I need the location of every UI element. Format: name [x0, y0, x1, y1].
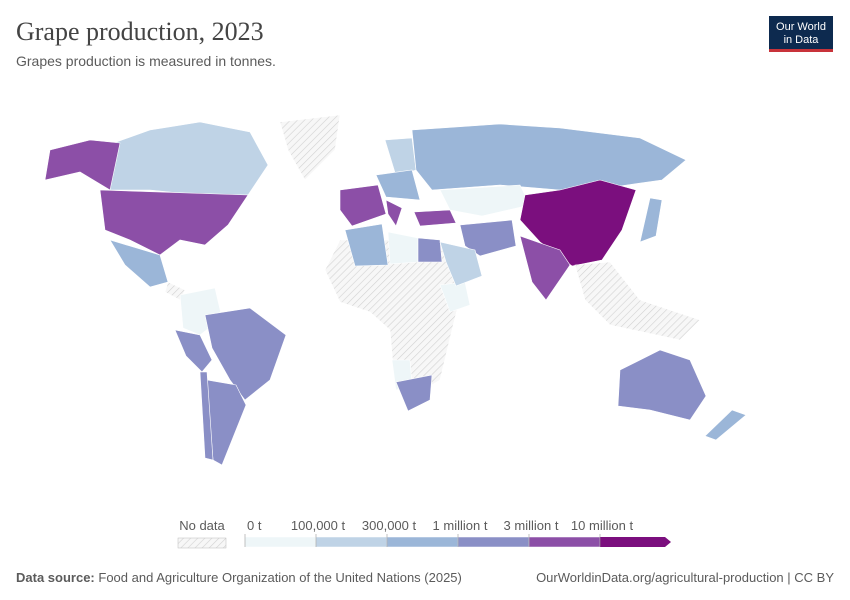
country-no-data[interactable]	[574, 261, 701, 341]
country[interactable]	[395, 374, 433, 412]
legend-swatch	[600, 537, 671, 547]
legend-swatch	[457, 536, 530, 548]
country[interactable]	[411, 123, 687, 191]
country[interactable]	[439, 241, 483, 287]
country[interactable]	[107, 121, 269, 196]
footer-url[interactable]: OurWorldinData.org/agricultural-producti…	[536, 570, 834, 585]
legend-label: 10 million t	[571, 518, 634, 533]
logo-box	[769, 16, 833, 50]
legend-label: No data	[179, 518, 225, 533]
country[interactable]	[109, 239, 169, 288]
country[interactable]	[344, 223, 389, 267]
country[interactable]	[385, 199, 403, 227]
country[interactable]	[704, 409, 747, 441]
legend-label: 1 million t	[433, 518, 488, 533]
logo-text: Our World	[776, 21, 826, 33]
country[interactable]	[519, 179, 637, 267]
country[interactable]	[439, 184, 531, 217]
country[interactable]	[44, 139, 121, 191]
subtitle: Grapes production is measured in tonnes.	[16, 53, 276, 69]
country[interactable]	[417, 237, 443, 263]
country-no-data[interactable]	[279, 114, 341, 181]
logo[interactable]: Our World in Data	[769, 16, 833, 52]
country[interactable]	[617, 349, 707, 421]
legend-swatch	[315, 536, 388, 548]
country[interactable]	[206, 379, 247, 466]
country[interactable]	[339, 184, 387, 227]
legend-label: 0 t	[247, 518, 262, 533]
source-label: Data source:	[16, 570, 95, 585]
country[interactable]	[99, 189, 249, 256]
logo-text: in Data	[784, 34, 820, 46]
country[interactable]	[204, 307, 287, 401]
title: Grape production, 2023	[16, 17, 264, 46]
country[interactable]	[459, 219, 517, 257]
country[interactable]	[387, 231, 419, 265]
legend-label: 100,000 t	[291, 518, 346, 533]
legend-label: 300,000 t	[362, 518, 417, 533]
legend-swatch	[244, 536, 317, 548]
legend: No data 0 t 100,000 t 300,000 t 1 million t…	[177, 518, 671, 549]
country[interactable]	[519, 235, 571, 301]
footer-source: Data source: Food and Agriculture Organi…	[16, 570, 462, 585]
country[interactable]	[639, 197, 663, 243]
legend-label: 3 million t	[504, 518, 559, 533]
country[interactable]	[199, 371, 214, 461]
source: Food and Agriculture Organization of the…	[98, 570, 462, 585]
country[interactable]	[413, 209, 457, 227]
world-map	[44, 114, 747, 466]
legend-swatch	[386, 536, 459, 548]
country[interactable]	[174, 329, 213, 373]
legend-no-data-swatch	[177, 537, 227, 549]
logo-stripe	[769, 49, 833, 52]
country[interactable]	[375, 169, 421, 201]
legend-swatch	[528, 536, 601, 548]
